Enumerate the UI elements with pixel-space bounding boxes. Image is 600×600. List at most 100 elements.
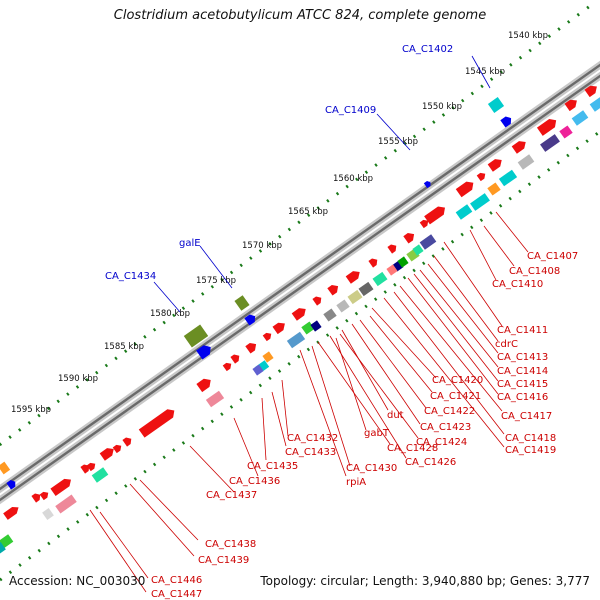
reverse-gene-block[interactable] xyxy=(310,320,322,332)
forward-gene-arrow[interactable] xyxy=(564,97,580,112)
inner-gene-label[interactable]: CA_C1446 xyxy=(151,575,202,586)
forward-gene-arrow[interactable] xyxy=(3,504,21,520)
outer-gene-label[interactable]: CA_C1402 xyxy=(402,44,453,55)
reverse-gene-block[interactable] xyxy=(559,125,573,139)
reverse-gene-block[interactable] xyxy=(347,289,363,305)
reverse-gene-block[interactable] xyxy=(589,96,600,112)
reverse-gene-block[interactable] xyxy=(323,308,337,322)
outer-gene-arrow[interactable] xyxy=(6,478,17,490)
forward-gene-arrow[interactable] xyxy=(39,490,51,501)
inner-gene-label[interactable]: dut xyxy=(387,410,404,421)
inner-gene-label[interactable]: CA_C1422 xyxy=(424,406,475,417)
outer-gene-label[interactable]: CA_C1409 xyxy=(325,105,376,116)
forward-gene-arrow[interactable] xyxy=(112,443,124,454)
inner-gene-label[interactable]: CA_C1439 xyxy=(198,555,249,566)
forward-gene-arrow[interactable] xyxy=(222,361,234,372)
outer-gene-arrow[interactable] xyxy=(196,342,214,360)
reverse-gene-block[interactable] xyxy=(487,182,501,196)
reverse-gene-block[interactable] xyxy=(419,234,437,250)
outer-gene-block[interactable] xyxy=(487,97,505,113)
forward-gene-arrow[interactable] xyxy=(327,282,340,296)
reverse-gene-block[interactable] xyxy=(55,494,77,514)
forward-gene-arrow[interactable] xyxy=(419,218,431,229)
reverse-gene-block[interactable] xyxy=(498,169,518,187)
forward-gene-arrow[interactable] xyxy=(245,340,258,354)
inner-gene-label[interactable]: CA_C1430 xyxy=(346,463,397,474)
inner-gene-label[interactable]: CA_C1435 xyxy=(247,461,298,472)
reverse-gene-block[interactable] xyxy=(286,331,306,349)
forward-gene-arrow[interactable] xyxy=(487,156,505,172)
forward-gene-arrow[interactable] xyxy=(196,376,213,393)
inner-gene-label[interactable]: gabT xyxy=(364,428,390,439)
forward-gene-arrow[interactable] xyxy=(122,435,133,447)
inner-gene-label[interactable]: CA_C1423 xyxy=(420,422,471,433)
reverse-gene-block[interactable] xyxy=(540,134,560,152)
reverse-gene-block[interactable] xyxy=(205,390,225,408)
reverse-gene-block[interactable] xyxy=(372,271,388,287)
forward-gene-arrow[interactable] xyxy=(262,331,274,342)
inner-gene-label[interactable]: CA_C1410 xyxy=(492,279,543,290)
outer-gene-arrow[interactable] xyxy=(244,312,257,326)
reverse-gene-block[interactable] xyxy=(571,110,589,126)
forward-gene-arrow[interactable] xyxy=(368,256,379,268)
forward-gene-arrow[interactable] xyxy=(99,445,117,461)
reverse-gene-block[interactable] xyxy=(386,264,398,276)
inner-gene-label[interactable]: CA_C1416 xyxy=(497,392,548,403)
inner-gene-label[interactable]: CA_C1408 xyxy=(509,266,560,277)
forward-gene-arrow[interactable] xyxy=(31,491,42,503)
forward-gene-arrow[interactable] xyxy=(476,171,488,182)
inner-gene-label[interactable]: CA_C1411 xyxy=(497,325,548,336)
inner-gene-label[interactable]: CA_C1417 xyxy=(501,411,552,422)
reverse-gene-block[interactable] xyxy=(42,508,54,520)
forward-gene-arrow[interactable] xyxy=(80,462,91,474)
reverse-gene-block[interactable] xyxy=(262,351,274,363)
reverse-gene-block[interactable] xyxy=(252,364,264,376)
reverse-gene-block[interactable] xyxy=(0,542,6,554)
forward-gene-arrow[interactable] xyxy=(403,230,416,244)
reverse-gene-block[interactable] xyxy=(358,281,374,297)
forward-gene-arrow[interactable] xyxy=(424,204,448,225)
inner-gene-label[interactable]: CA_C1447 xyxy=(151,589,202,600)
reverse-gene-block[interactable] xyxy=(412,244,424,256)
reverse-gene-block[interactable] xyxy=(455,204,473,220)
inner-gene-label[interactable]: CA_C1433 xyxy=(285,447,336,458)
forward-gene-arrow[interactable] xyxy=(230,352,241,364)
forward-gene-arrow[interactable] xyxy=(345,268,363,284)
forward-gene-arrow[interactable] xyxy=(86,461,98,472)
inner-gene-label[interactable]: CA_C1414 xyxy=(497,366,548,377)
inner-gene-label[interactable]: CA_C1418 xyxy=(505,433,556,444)
inner-gene-label[interactable]: CA_C1413 xyxy=(497,352,548,363)
inner-gene-label[interactable]: CA_C1432 xyxy=(287,433,338,444)
forward-gene-arrow[interactable] xyxy=(291,305,309,321)
inner-gene-label[interactable]: CA_C1436 xyxy=(229,476,280,487)
outer-gene-label[interactable]: CA_C1434 xyxy=(105,271,156,282)
outer-gene-arrow[interactable] xyxy=(423,180,432,189)
forward-gene-arrow[interactable] xyxy=(50,476,73,497)
forward-gene-arrow[interactable] xyxy=(312,294,323,306)
inner-gene-label[interactable]: CA_C1407 xyxy=(527,251,578,262)
forward-gene-arrow[interactable] xyxy=(536,116,559,136)
inner-gene-label[interactable]: CA_C1428 xyxy=(387,443,438,454)
forward-gene-arrow[interactable] xyxy=(272,320,288,335)
reverse-gene-block[interactable] xyxy=(397,256,409,268)
forward-gene-arrow[interactable] xyxy=(455,179,476,198)
outer-gene-label[interactable]: galE xyxy=(179,238,201,249)
outer-gene-block[interactable] xyxy=(183,324,209,348)
outer-gene-arrow[interactable] xyxy=(500,114,513,128)
reverse-gene-block[interactable] xyxy=(517,154,535,170)
forward-gene-arrow[interactable] xyxy=(139,425,151,436)
inner-gene-label[interactable]: CA_C1438 xyxy=(205,539,256,550)
reverse-gene-block[interactable] xyxy=(91,467,109,483)
inner-gene-label[interactable]: CA_C1419 xyxy=(505,445,556,456)
forward-gene-arrow[interactable] xyxy=(387,242,398,254)
inner-gene-label[interactable]: CA_C1437 xyxy=(206,490,257,501)
inner-gene-label[interactable]: rpiA xyxy=(346,477,366,488)
inner-gene-label[interactable]: CA_C1424 xyxy=(416,437,467,448)
forward-gene-arrow[interactable] xyxy=(511,138,529,154)
inner-gene-label[interactable]: cdrC xyxy=(495,339,518,350)
forward-gene-arrow[interactable] xyxy=(584,83,600,98)
outer-gene-block[interactable] xyxy=(234,295,250,311)
inner-gene-label[interactable]: CA_C1420 xyxy=(432,375,483,386)
inner-gene-label[interactable]: CA_C1415 xyxy=(497,379,548,390)
reverse-gene-block[interactable] xyxy=(470,193,490,211)
